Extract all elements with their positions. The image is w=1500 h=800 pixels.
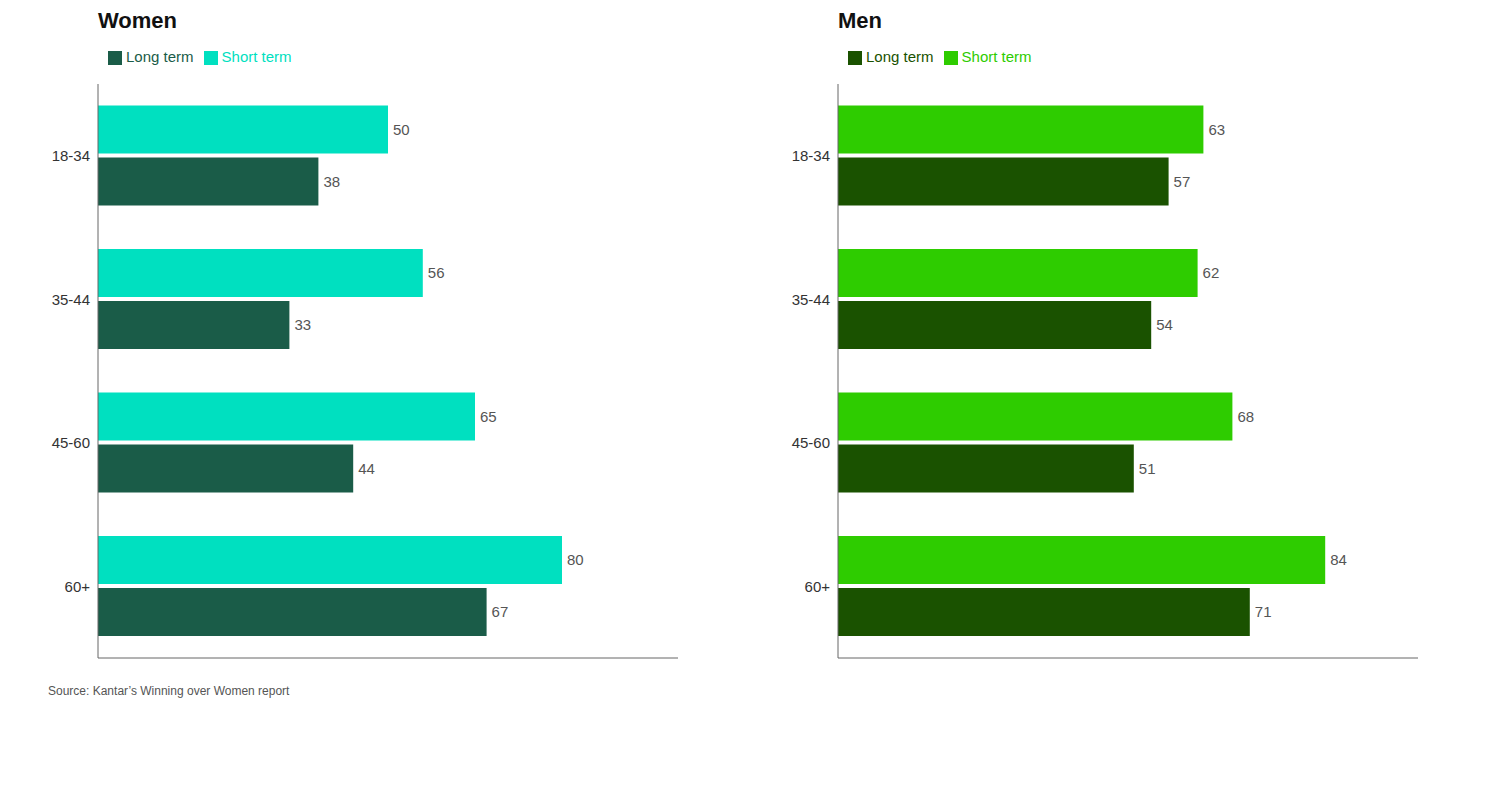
html-text:Long term: Long term [126,48,194,65]
svg-text:60+: 60+ [65,578,91,595]
svg-text:62: 62 [1203,264,1220,281]
svg-text:33: 33 [294,316,311,333]
svg-text:84: 84 [1330,551,1347,568]
svg-text:71: 71 [1255,603,1272,620]
svg-text:50: 50 [393,121,410,138]
html-text:Men: Men [838,8,882,33]
svg-text:54: 54 [1156,316,1173,333]
svg-text:80: 80 [567,551,584,568]
svg-text:60+: 60+ [805,578,831,595]
html-text:Short term: Short term [221,48,292,65]
svg-text:44: 44 [358,460,375,477]
svg-text:51: 51 [1139,460,1156,477]
html-text:Source: Kantar’s Winning over: Source: Kantar’s Winning over Women repo… [48,684,290,698]
svg-text:65: 65 [480,408,497,425]
svg-text:38: 38 [323,173,340,190]
svg-text:45-60: 45-60 [52,434,90,451]
svg-text:68: 68 [1237,408,1254,425]
html-text:Long term: Long term [866,48,934,65]
svg-text:57: 57 [1174,173,1191,190]
svg-text:45-60: 45-60 [792,434,830,451]
svg-text:35-44: 35-44 [792,291,830,308]
svg-text:18-34: 18-34 [792,147,830,164]
svg-text:67: 67 [492,603,509,620]
svg-text:63: 63 [1208,121,1225,138]
svg-text:56: 56 [428,264,445,281]
svg-text:18-34: 18-34 [52,147,90,164]
html-text:Short term: Short term [961,48,1032,65]
html-text:Women: Women [98,8,177,33]
svg-text:35-44: 35-44 [52,291,90,308]
